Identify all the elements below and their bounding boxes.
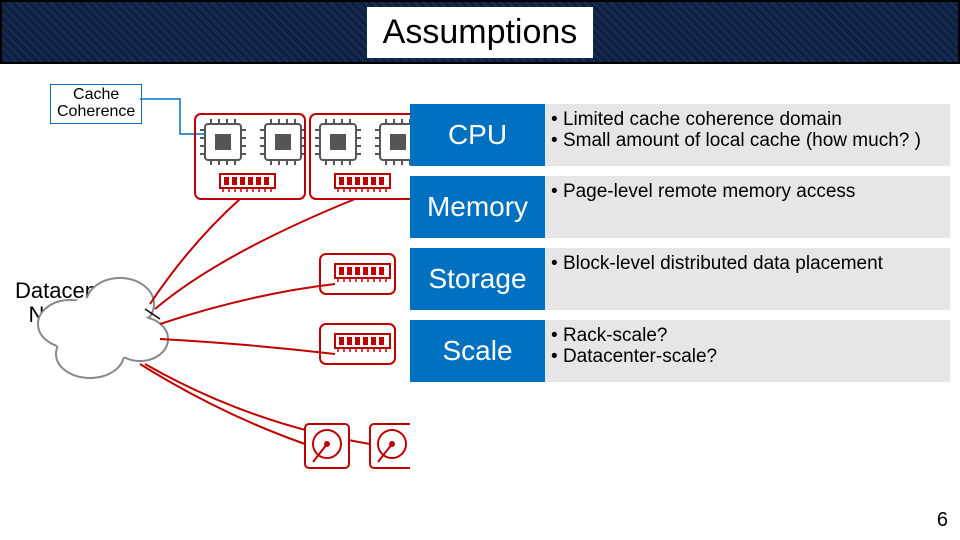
bullet: Rack-scale? (551, 326, 942, 347)
bullet: Page-level remote memory access (551, 182, 942, 203)
architecture-diagram (20, 64, 410, 494)
slide-title: Assumptions (367, 7, 594, 58)
cpu-icon (375, 119, 410, 165)
row-body-cpu: Limited cache coherence domainSmall amou… (545, 104, 950, 176)
row-head-storage: Storage (410, 248, 545, 320)
cpu-icon (315, 119, 361, 165)
disk-icon (305, 424, 349, 468)
row-body-scale: Rack-scale?Datacenter-scale? (545, 320, 950, 392)
bullet: Small amount of local cache (how much? ) (551, 131, 942, 152)
ram-group (220, 174, 390, 352)
table-row: ScaleRack-scale?Datacenter-scale? (410, 320, 950, 392)
row-head-cpu: CPU (410, 104, 545, 176)
ram-icon (335, 334, 390, 352)
bullet: Block-level distributed data placement (551, 254, 942, 275)
bullet: Limited cache coherence domain (551, 110, 942, 131)
ram-icon (220, 174, 275, 192)
content-area: Cache Coherence Datacenter Network (0, 64, 960, 540)
cpu-icon (260, 119, 306, 165)
cloud-icon (38, 278, 168, 378)
slide-number: 6 (937, 509, 948, 532)
row-head-memory: Memory (410, 176, 545, 248)
row-body-memory: Page-level remote memory access (545, 176, 950, 248)
disk-group (305, 424, 410, 468)
assumptions-table: CPULimited cache coherence domainSmall a… (410, 104, 950, 392)
cpu-icon (200, 119, 246, 165)
row-head-scale: Scale (410, 320, 545, 392)
ram-icon (335, 174, 390, 192)
table-row: CPULimited cache coherence domainSmall a… (410, 104, 950, 176)
row-body-storage: Block-level distributed data placement (545, 248, 950, 320)
title-bar: Assumptions (0, 0, 960, 64)
bullet: Datacenter-scale? (551, 347, 942, 368)
table-row: Memory Page-level remote memory access (410, 176, 950, 248)
table-row: Storage Block-level distributed data plac… (410, 248, 950, 320)
disk-icon (370, 424, 410, 468)
ram-icon (335, 264, 390, 282)
wires (140, 199, 370, 444)
